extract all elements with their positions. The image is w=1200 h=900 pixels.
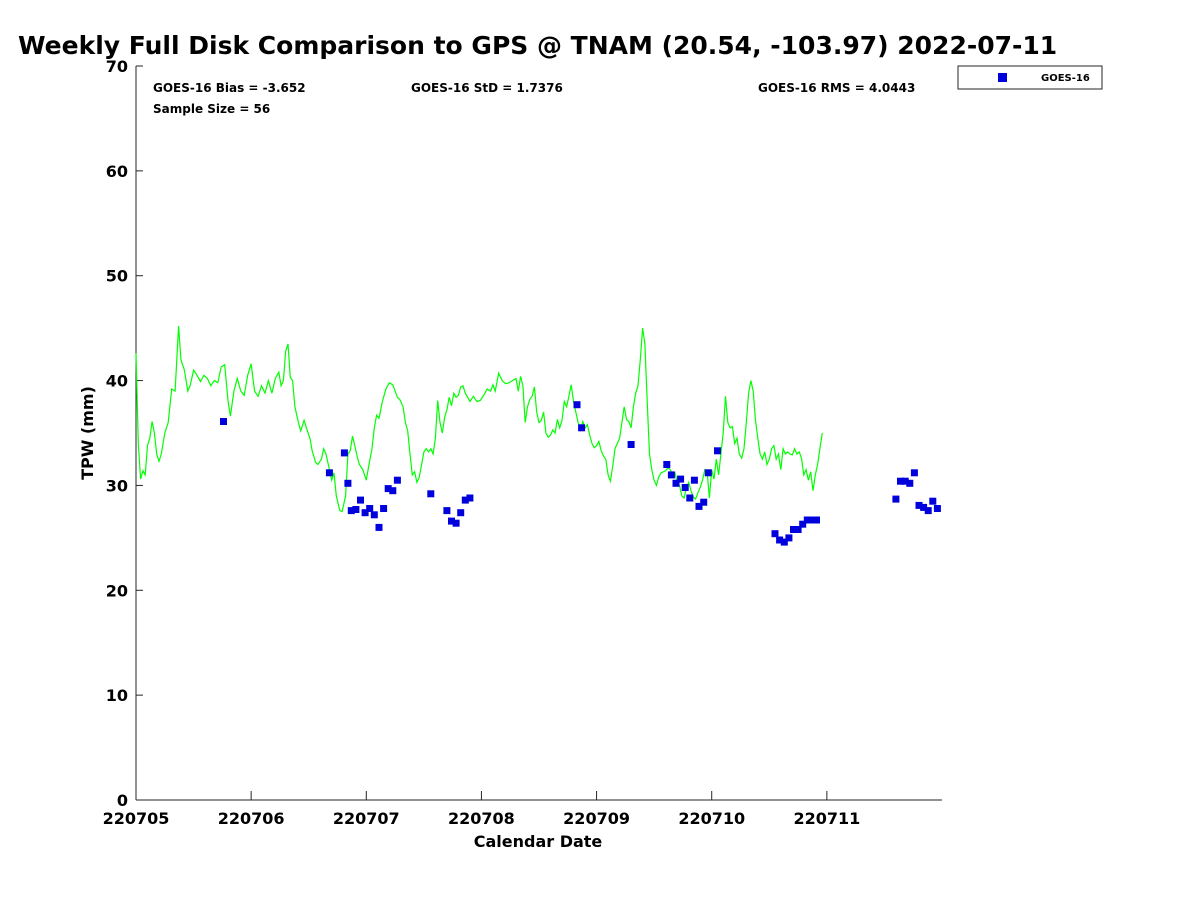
goes16-data-point — [375, 523, 383, 531]
plot-area: 0 10 20 30 40 50 60 70 220705 220706 220707 220708… — [103, 57, 942, 828]
goes16-data-point — [452, 519, 460, 527]
goes16-data-point — [681, 484, 689, 491]
goes16-data-point — [776, 536, 784, 544]
rms-stat: GOES-16 RMS = 4.0443 — [758, 81, 915, 95]
goes16-data-point — [466, 494, 474, 502]
goes16-data-point — [813, 516, 820, 524]
goes16-data-point — [803, 516, 811, 524]
goes16-data-point — [461, 496, 469, 504]
goes16-data-point — [457, 509, 465, 517]
goes16-data-point — [573, 401, 581, 409]
goes16-data-point — [690, 476, 698, 484]
legend-box — [957, 65, 1103, 90]
goes16-data-point — [892, 495, 900, 503]
goes16-data-point — [393, 476, 401, 484]
x-axis-label: Calendar Date — [474, 832, 603, 851]
x-tick-label: 220708 — [448, 809, 515, 828]
goes16-data-point — [704, 469, 712, 477]
goes16-data-point — [929, 497, 937, 505]
goes16-data-point — [910, 469, 918, 477]
legend-marker-goes16 — [998, 73, 1007, 82]
goes16-data-point — [357, 496, 364, 504]
y-tick-label: 20 — [106, 581, 128, 600]
goes16-data-point — [901, 477, 909, 485]
goes16-data-point — [380, 505, 388, 512]
goes16-data-point — [785, 534, 793, 542]
goes16-data-point — [799, 520, 807, 528]
goes16-data-point — [370, 511, 378, 519]
tpw-line-series — [135, 325, 823, 513]
goes16-data-point — [667, 471, 675, 479]
bias-stat: GOES-16 Bias = -3.652 — [153, 81, 306, 95]
x-tick-label: 220705 — [103, 809, 170, 828]
y-tick-label: 70 — [106, 57, 128, 76]
goes16-data-point — [780, 538, 788, 546]
goes16-data-point — [220, 418, 227, 425]
goes16-data-point — [915, 501, 923, 509]
x-ticks: 220705 220706 220707 220708 220709 220710 2207… — [103, 791, 860, 828]
std-stat: GOES-16 StD = 1.7376 — [411, 81, 563, 95]
goes16-data-point — [677, 475, 685, 483]
x-tick-label: 220709 — [563, 809, 630, 828]
goes16-data-point — [389, 487, 397, 495]
goes16-data-point — [340, 449, 348, 457]
goes16-data-point — [714, 447, 721, 455]
goes16-data-point — [672, 479, 680, 487]
x-tick-label: 220706 — [218, 809, 285, 828]
goes16-data-point — [933, 505, 941, 512]
goes16-data-point — [384, 485, 392, 493]
y-axis-label: TPW (mm) — [78, 386, 97, 480]
x-tick-label: 220707 — [333, 809, 400, 828]
goes16-data-point — [325, 469, 333, 477]
y-tick-label: 10 — [106, 686, 128, 705]
legend: GOES-16 — [957, 65, 1103, 90]
goes16-scatter-series — [220, 401, 941, 546]
y-tick-label: 30 — [106, 476, 128, 495]
sample-size-stat: Sample Size = 56 — [153, 102, 270, 116]
goes16-data-point — [794, 526, 802, 533]
goes16-data-point — [352, 506, 360, 513]
goes16-data-point — [663, 461, 671, 468]
goes16-data-point — [448, 517, 455, 525]
goes16-data-point — [578, 424, 586, 432]
goes16-data-point — [361, 509, 369, 517]
goes16-data-point — [808, 516, 816, 524]
goes16-data-point — [443, 507, 451, 515]
goes16-data-point — [627, 441, 635, 448]
goes16-data-point — [920, 503, 928, 511]
y-tick-label: 50 — [106, 267, 128, 286]
goes16-data-point — [790, 526, 797, 533]
goes16-data-point — [700, 498, 708, 506]
legend-label-goes16: GOES-16 — [1041, 73, 1090, 84]
y-ticks: 0 10 20 30 40 50 60 70 — [106, 57, 143, 810]
chart-title: Weekly Full Disk Comparison to GPS @ TNA… — [18, 31, 1057, 60]
goes16-data-point — [906, 479, 914, 487]
goes16-data-point — [695, 502, 703, 510]
goes16-data-point — [686, 494, 694, 502]
goes16-data-point — [427, 490, 435, 498]
goes16-data-point — [347, 507, 355, 515]
goes16-data-point — [771, 530, 779, 538]
x-tick-label: 220710 — [678, 809, 745, 828]
goes16-data-point — [897, 477, 904, 485]
y-tick-label: 0 — [117, 791, 128, 810]
goes16-data-point — [366, 505, 374, 512]
y-tick-label: 60 — [106, 162, 128, 181]
goes16-data-point — [344, 479, 352, 487]
goes16-data-point — [924, 507, 932, 515]
y-tick-label: 40 — [106, 372, 128, 391]
x-tick-label: 220711 — [793, 809, 860, 828]
